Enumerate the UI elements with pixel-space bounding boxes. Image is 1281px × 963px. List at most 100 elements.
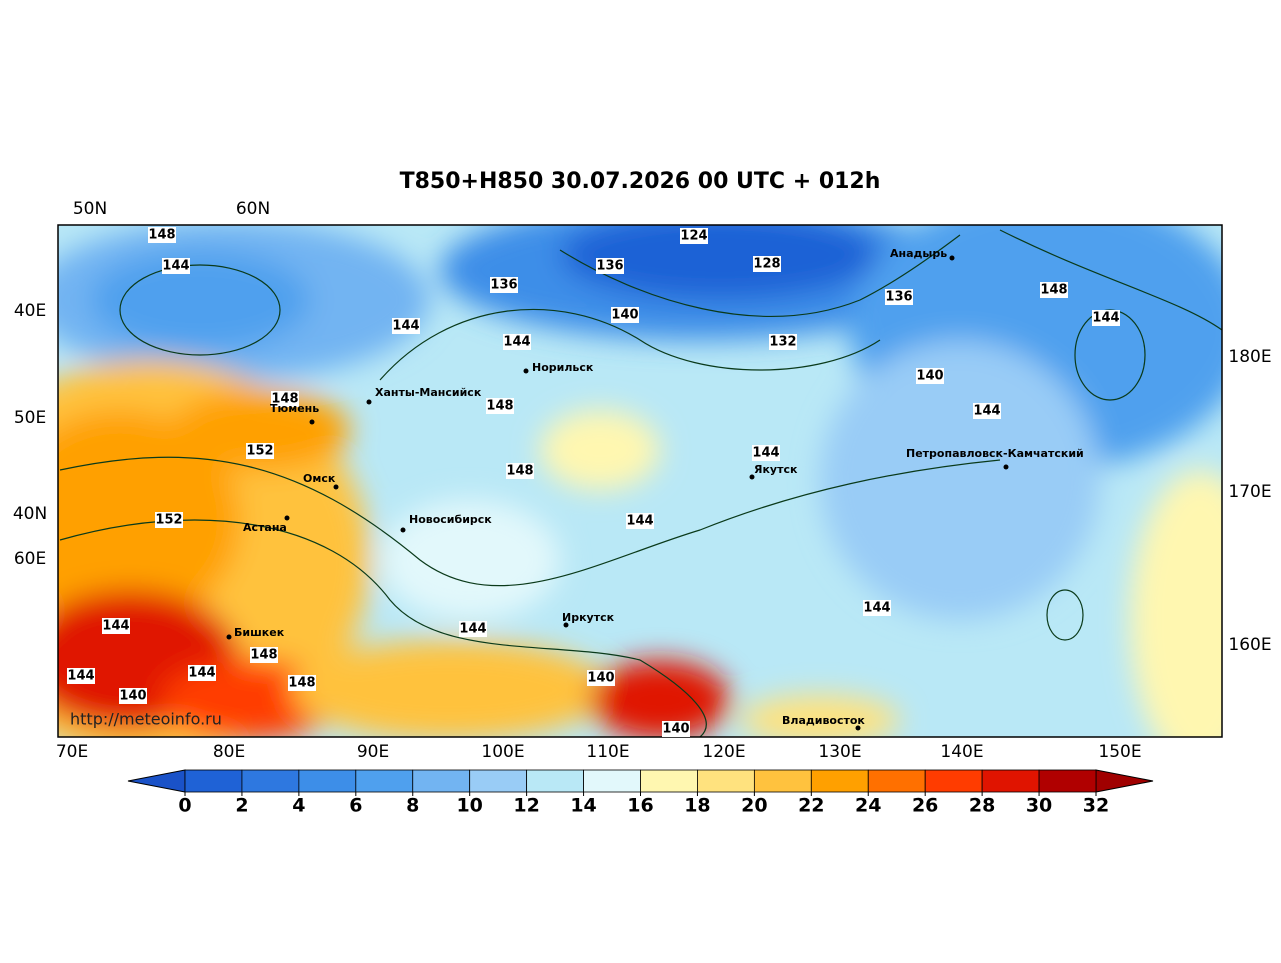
contour-label-bg bbox=[271, 391, 299, 407]
title: T850+H850 30.07.2026 00 UTC + 012h bbox=[400, 169, 881, 194]
contour-label-bg bbox=[67, 668, 95, 684]
lon-label: 70E bbox=[56, 742, 88, 762]
axis-label: 40E bbox=[14, 301, 46, 321]
lon-label: 90E bbox=[357, 742, 389, 762]
city-dot bbox=[523, 368, 529, 374]
city-dot bbox=[284, 515, 290, 521]
contour-label-bg bbox=[490, 277, 518, 293]
contour-label-bg bbox=[250, 647, 278, 663]
city-name: Тюмень bbox=[270, 402, 319, 415]
colorbar-tick-label: 28 bbox=[969, 795, 995, 817]
city-name: Ханты-Мансийск bbox=[375, 386, 482, 399]
contour-label: 132 bbox=[769, 335, 796, 350]
contour-label-bg bbox=[769, 334, 797, 350]
colorbar-tick-label: 12 bbox=[513, 795, 539, 817]
colorbar-bin bbox=[526, 769, 584, 793]
city-dot bbox=[366, 399, 372, 405]
colorbar-tick-label: 0 bbox=[178, 795, 191, 817]
lat-label: 50N bbox=[73, 199, 107, 219]
contour-label-bg bbox=[611, 307, 639, 323]
axis-label: 40N bbox=[13, 504, 47, 524]
colorbar-tick-label: 8 bbox=[406, 795, 419, 817]
contour-label: 148 bbox=[1040, 283, 1067, 298]
contour-label: 148 bbox=[271, 392, 298, 407]
city-dot bbox=[855, 725, 861, 731]
contour-label-bg bbox=[503, 334, 531, 350]
contour-label: 148 bbox=[148, 228, 175, 243]
contour-label: 128 bbox=[753, 257, 780, 272]
lon-label: 80E bbox=[213, 742, 245, 762]
axis-label: 160E bbox=[1228, 635, 1271, 655]
contour-label: 124 bbox=[680, 229, 707, 244]
contour-label-bg bbox=[587, 670, 615, 686]
contour-label: 144 bbox=[392, 319, 419, 334]
contour-label-bg bbox=[596, 258, 624, 274]
contour-label-bg bbox=[288, 675, 316, 691]
contour-label-bg bbox=[102, 618, 130, 634]
contour-label: 136 bbox=[596, 259, 623, 274]
contour-label: 144 bbox=[503, 335, 530, 350]
city-dot bbox=[333, 484, 339, 490]
city-name: Норильск bbox=[532, 361, 594, 374]
contour-label-bg bbox=[148, 227, 176, 243]
colorbar-bin bbox=[924, 769, 983, 793]
contour-label-bg bbox=[973, 403, 1001, 419]
lon-label: 110E bbox=[586, 742, 629, 762]
colorbar-tick-label: 22 bbox=[798, 795, 824, 817]
city-name: Новосибирск bbox=[409, 513, 492, 526]
colorbar-tick-label: 10 bbox=[456, 795, 482, 817]
colorbar-bin bbox=[981, 769, 1040, 793]
colorbar-bin bbox=[583, 769, 641, 793]
axis-label: 60E bbox=[14, 549, 46, 569]
contour-label-bg bbox=[162, 258, 190, 274]
colorbar-tick-label: 26 bbox=[912, 795, 938, 817]
contour-label-bg bbox=[752, 445, 780, 461]
colorbar-tick-label: 16 bbox=[627, 795, 653, 817]
contour-label: 140 bbox=[119, 689, 146, 704]
colorbar-bin bbox=[697, 769, 755, 793]
lon-label: 120E bbox=[702, 742, 745, 762]
map bbox=[58, 225, 1222, 737]
contour-label-bg bbox=[1040, 282, 1068, 298]
colorbar-bin bbox=[810, 769, 869, 793]
contour-label: 152 bbox=[246, 444, 273, 459]
contour-label: 140 bbox=[611, 308, 638, 323]
colorbar-tick-label: 32 bbox=[1083, 795, 1109, 817]
map-frame bbox=[57, 224, 1223, 738]
colorbar-tick-label: 24 bbox=[855, 795, 881, 817]
city-dot bbox=[309, 419, 315, 425]
colorbar-tick-label: 30 bbox=[1026, 795, 1052, 817]
contour-label: 144 bbox=[162, 259, 189, 274]
colorbar-bin bbox=[184, 769, 243, 793]
contour-label: 140 bbox=[587, 671, 614, 686]
contour-label-bg bbox=[246, 443, 274, 459]
city-name: Якутск bbox=[754, 463, 798, 476]
contour-label-bg bbox=[506, 463, 534, 479]
colorbar-bin bbox=[469, 769, 528, 793]
contour-label: 136 bbox=[490, 278, 517, 293]
contour-label: 144 bbox=[626, 514, 653, 529]
lon-label: 100E bbox=[481, 742, 524, 762]
colorbar-bin bbox=[355, 769, 414, 793]
contour-label: 144 bbox=[102, 619, 129, 634]
contour-label: 144 bbox=[752, 446, 779, 461]
contour-label: 144 bbox=[67, 669, 94, 684]
contour-label: 144 bbox=[188, 666, 215, 681]
contour-label-bg bbox=[662, 721, 690, 737]
contour-label-bg bbox=[188, 665, 216, 681]
city-dot bbox=[226, 634, 232, 640]
contour-label-bg bbox=[885, 289, 913, 305]
contour-label-bg bbox=[680, 228, 708, 244]
contour-label-bg bbox=[119, 688, 147, 704]
city-name: Владивосток bbox=[782, 714, 865, 727]
axis-label: 50E bbox=[14, 408, 46, 428]
city-dot bbox=[563, 622, 569, 628]
axis-label: 180E bbox=[1228, 347, 1271, 367]
contour-label: 148 bbox=[288, 676, 315, 691]
lon-label: 130E bbox=[818, 742, 861, 762]
city-name: Астана bbox=[243, 521, 287, 534]
contour-label-bg bbox=[392, 318, 420, 334]
contour-label: 144 bbox=[1092, 311, 1119, 326]
colorbar-bin bbox=[1038, 769, 1097, 793]
contour-label-bg bbox=[155, 512, 183, 528]
